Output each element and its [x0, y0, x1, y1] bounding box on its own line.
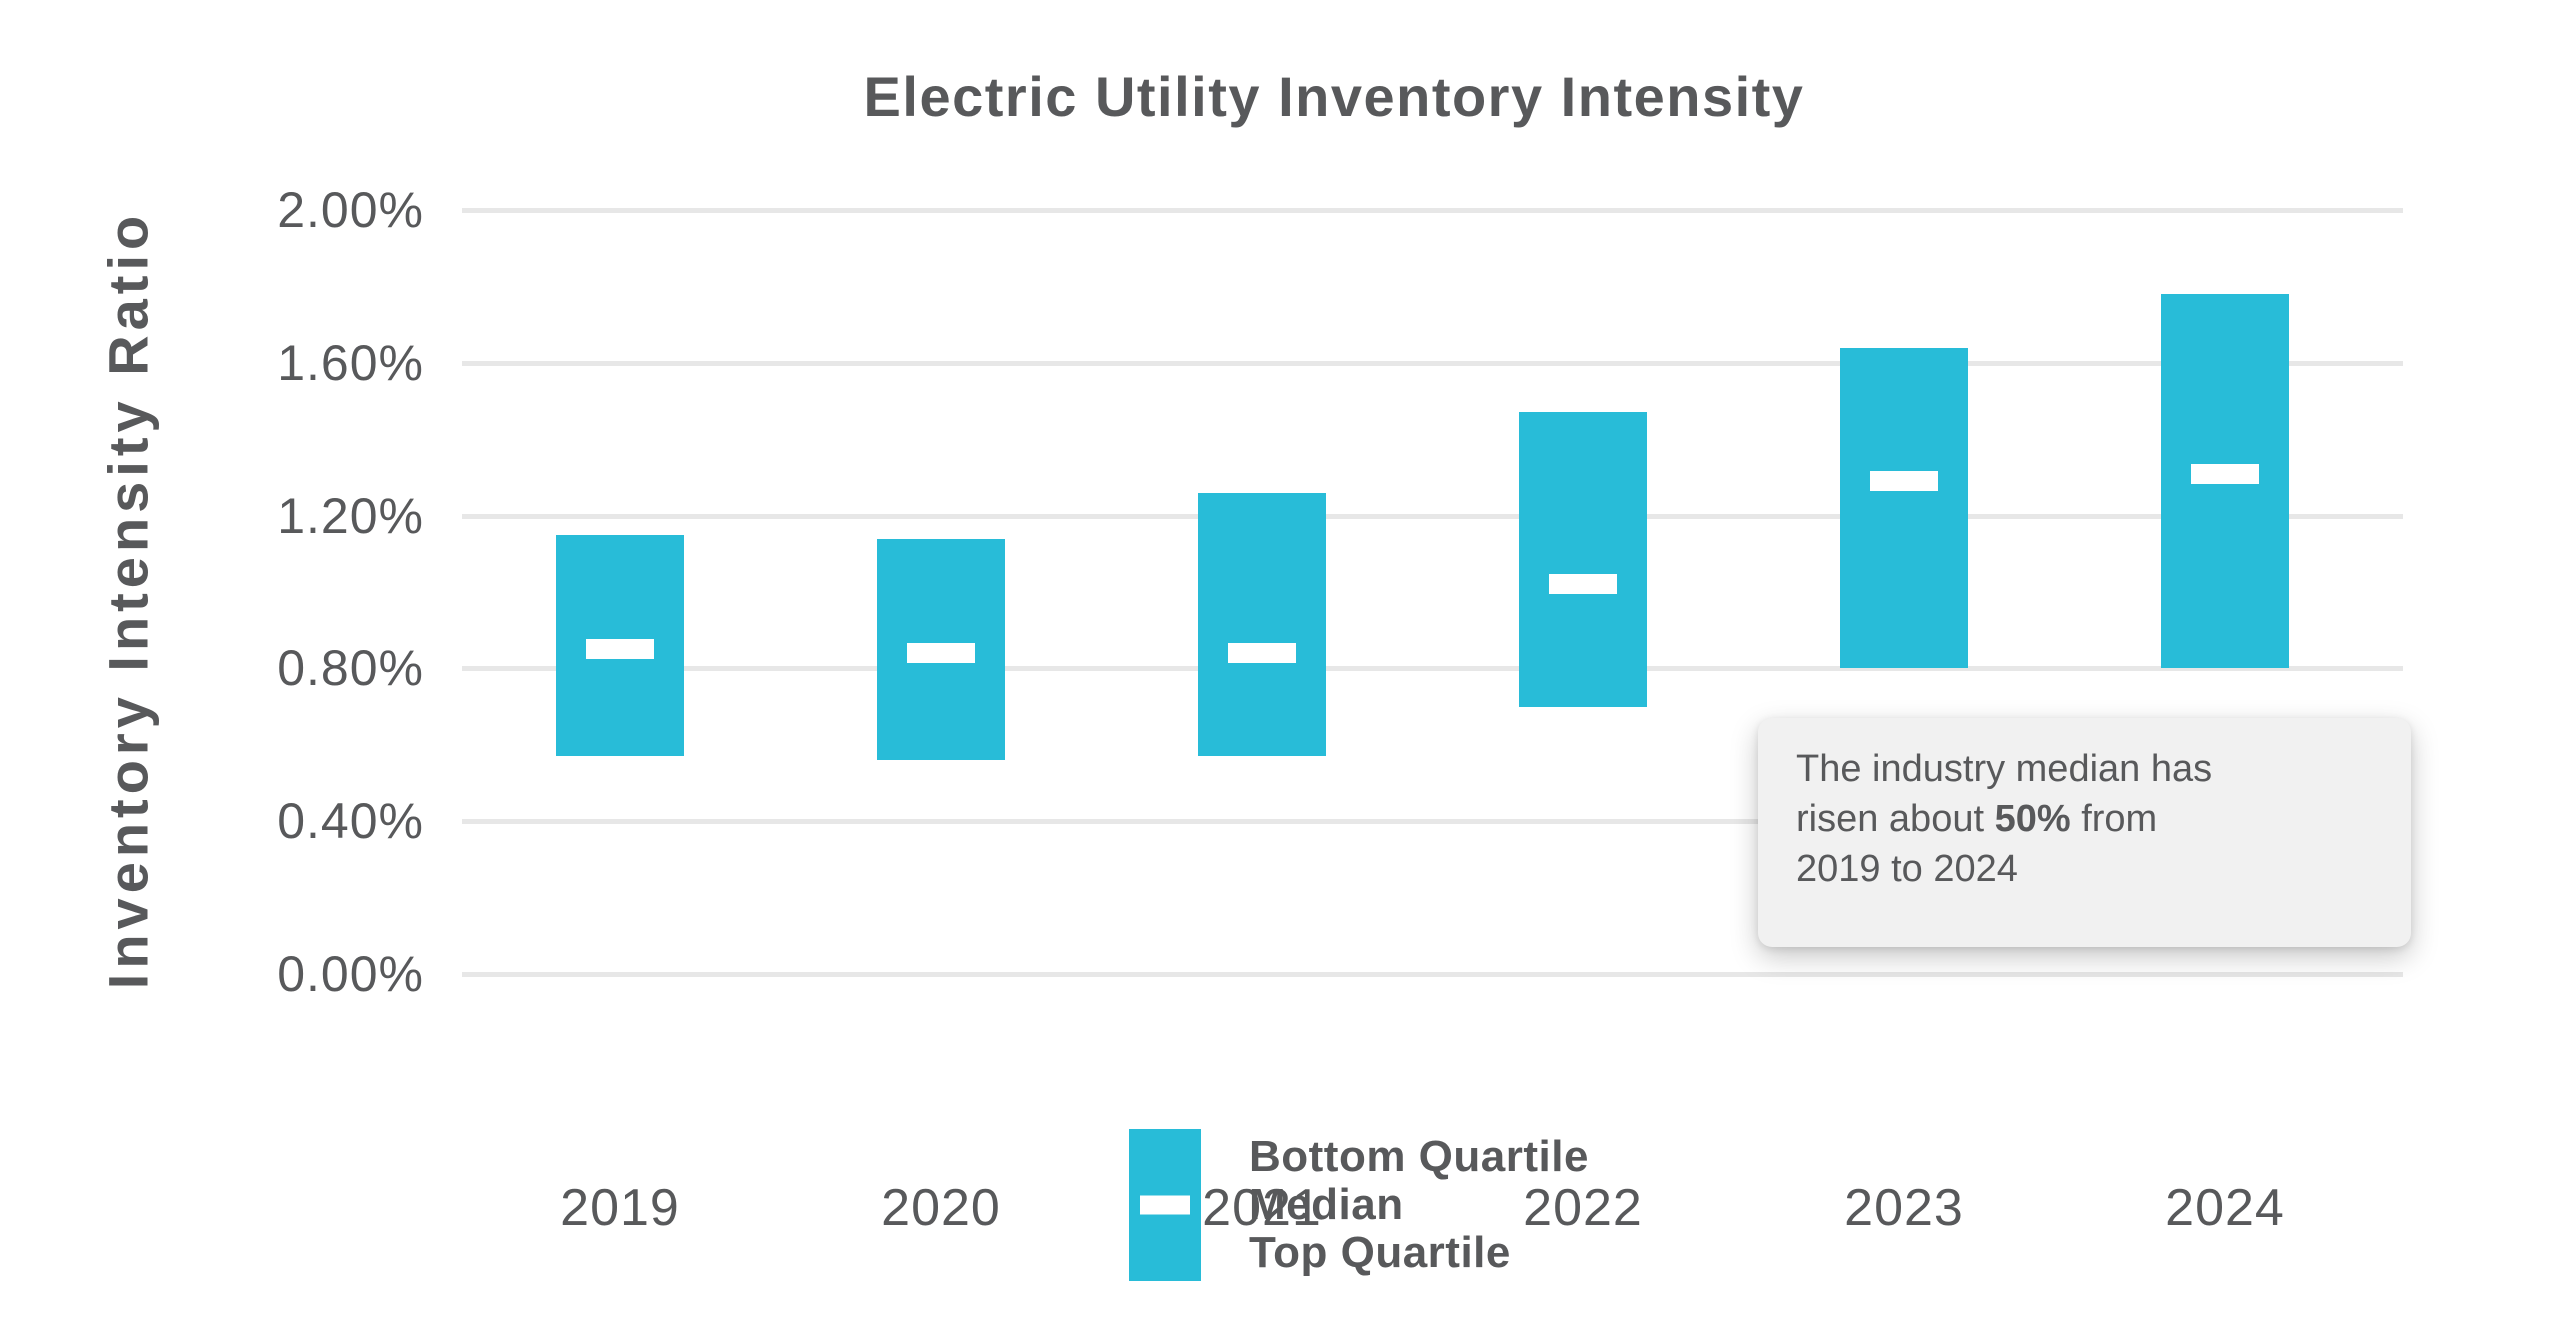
annotation-line: 2019 to 2024: [1796, 848, 2018, 890]
gridline-0.40%: [462, 819, 2403, 825]
median-dash-2019: [586, 639, 654, 660]
y-tick-label: 2.00%: [277, 182, 424, 238]
quartile-bar-2021: [1198, 492, 1326, 757]
legend-label-bottom-quartile: Bottom Quartile: [1249, 1132, 1589, 1181]
annotation-line: risen about 50% from: [1796, 798, 2158, 840]
median-dash-2022: [1549, 574, 1617, 595]
x-tick-label-2023: 2023: [1844, 1179, 1964, 1237]
annotation-line: The industry median has: [1796, 748, 2213, 790]
median-dash-2023: [1870, 471, 1938, 492]
gridline-0.00%: [462, 972, 2403, 977]
annotation-text: The industry median has risen about 50% …: [1796, 744, 2376, 894]
gridline-0.80%: [462, 666, 2403, 672]
quartile-bar-2023: [1840, 347, 1968, 669]
quartile-bar-2022: [1519, 412, 1647, 707]
y-tick-label: 1.20%: [277, 487, 424, 544]
median-dash-2024: [2191, 463, 2259, 484]
median-dash-2021: [1228, 643, 1296, 664]
x-tick-label-2020: 2020: [881, 1179, 1001, 1237]
x-tick-label-2019: 2019: [560, 1179, 680, 1237]
y-tick-label: 0.80%: [277, 640, 424, 697]
gridline-1.60%: [462, 360, 2403, 366]
x-tick-label-2021: 2021: [1202, 1179, 1322, 1237]
median-dash-2020: [907, 643, 975, 664]
y-axis-title: Inventory Intensity Ratio: [96, 210, 160, 990]
legend-label-median: Median: [1249, 1180, 1404, 1229]
y-tick-label: 0.00%: [277, 946, 424, 1002]
legend-swatch: [1129, 1129, 1201, 1281]
y-tick-label: 0.40%: [277, 793, 424, 850]
legend-label-top-quartile: Top Quartile: [1249, 1228, 1511, 1277]
gridline-1.20%: [462, 513, 2403, 519]
chart-title: Electric Utility Inventory Intensity: [863, 65, 1805, 128]
annotation-callout: The industry median has risen about 50% …: [1758, 718, 2411, 947]
gridline-2.00%: [462, 208, 2403, 213]
legend-median-dash-icon: [1140, 1195, 1190, 1215]
y-tick-label: 1.60%: [277, 334, 424, 391]
x-tick-label-2024: 2024: [2165, 1179, 2285, 1237]
x-tick-label-2022: 2022: [1523, 1179, 1643, 1237]
legend-labels: Bottom Quartile Median Top Quartile: [1249, 1133, 1589, 1277]
